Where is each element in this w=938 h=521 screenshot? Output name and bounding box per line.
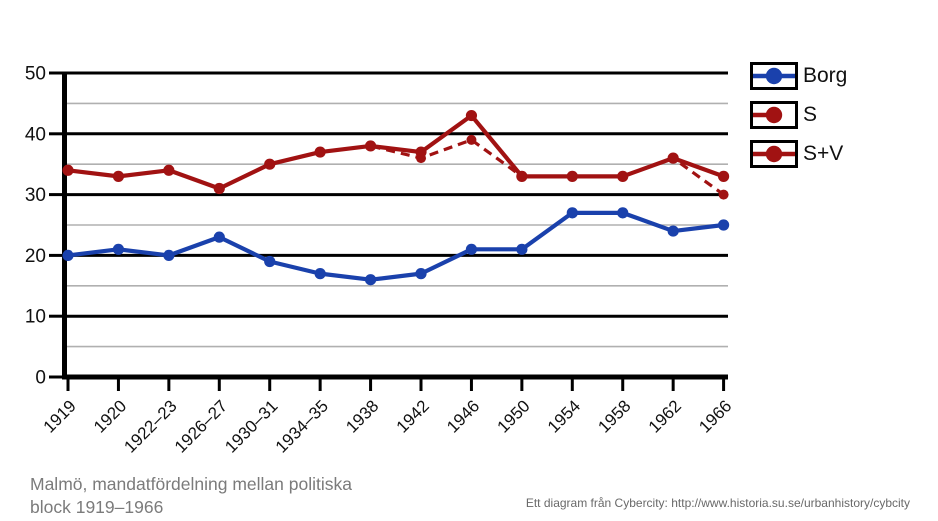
svg-text:50: 50 — [25, 64, 46, 85]
svg-text:0: 0 — [35, 368, 46, 389]
svg-text:1954: 1954 — [544, 396, 584, 436]
legend-item-s: S — [750, 101, 847, 129]
attribution-text: Ett diagram från Cybercity: http://www.h… — [525, 496, 910, 510]
svg-text:30: 30 — [25, 185, 46, 206]
svg-text:1966: 1966 — [695, 396, 735, 436]
line-chart: 0 10 20 30 40 50 1919 19201922–231926–271930–31… — [25, 64, 736, 457]
svg-text:10: 10 — [25, 307, 46, 328]
svg-text:20: 20 — [25, 246, 46, 267]
svg-text:1920: 1920 — [90, 396, 130, 436]
svg-text:1946: 1946 — [443, 396, 483, 436]
svg-text:40: 40 — [25, 124, 46, 145]
borg-line-marker-icon — [750, 62, 798, 90]
svg-text:1942: 1942 — [393, 396, 433, 436]
svg-text:1926–27: 1926–27 — [171, 396, 231, 456]
svg-text:1930–31: 1930–31 — [221, 396, 281, 456]
chart-caption-line1: Malmö, mandatfördelning mellan politiska — [30, 474, 352, 494]
svg-text:1934–35: 1934–35 — [272, 396, 332, 456]
svg-text:1958: 1958 — [594, 396, 634, 436]
legend-label-borg: Borg — [803, 64, 848, 87]
legend-item-s-plus-v: S+V — [750, 140, 847, 168]
legend-label-s-plus-v: S+V — [803, 142, 844, 165]
legend: Borg S S+V — [750, 62, 847, 179]
chart-caption: Malmö, mandatfördelning mellan politiska… — [30, 473, 352, 519]
svg-text:1962: 1962 — [645, 396, 685, 436]
s-plus-v-line-marker-icon — [750, 140, 798, 168]
svg-text:1922–23: 1922–23 — [120, 396, 180, 456]
s-line-marker-icon — [750, 101, 798, 129]
legend-label-s: S — [803, 103, 818, 126]
chart-caption-line2: block 1919–1966 — [30, 497, 164, 517]
svg-text:1938: 1938 — [342, 396, 382, 436]
legend-item-borg: Borg — [750, 62, 847, 90]
svg-text:1919: 1919 — [40, 396, 80, 436]
svg-text:1950: 1950 — [494, 396, 534, 436]
